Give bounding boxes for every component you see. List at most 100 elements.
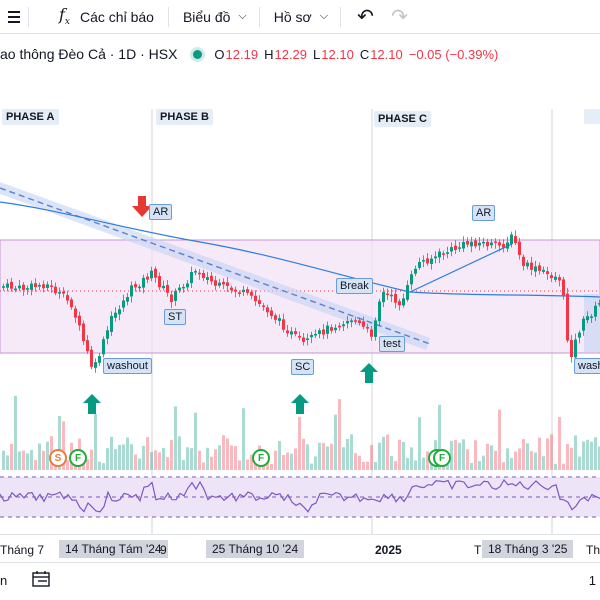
volume-bar	[342, 447, 345, 470]
break-label[interactable]: Break	[336, 278, 373, 294]
candle-body	[518, 241, 521, 255]
volume-bar	[454, 440, 457, 470]
candles-group	[2, 230, 600, 373]
candle-body	[10, 281, 13, 289]
candle-body	[330, 327, 333, 331]
time-tick: T	[474, 543, 482, 557]
phase-c-label[interactable]: PHASE C	[374, 111, 431, 127]
candle-body	[162, 286, 165, 289]
candle-body	[542, 269, 545, 272]
buy-arrow-icon	[83, 394, 101, 414]
candle-body	[110, 315, 113, 332]
symbol-legend: ao thông Đèo Cả · 1D · HSX O 12.19 H 12.…	[0, 44, 504, 64]
volume-bar	[62, 421, 65, 470]
volume-bar	[578, 456, 581, 470]
volume-bar	[126, 437, 129, 470]
chart-pane[interactable]: PHASE A PHASE B PHASE C AR AR ST Break t…	[0, 64, 600, 534]
washout-label[interactable]: washout	[103, 358, 152, 374]
candle-body	[142, 277, 145, 288]
candle-body	[522, 256, 525, 266]
washout-label[interactable]: wash	[574, 358, 600, 374]
ar-label[interactable]: AR	[472, 205, 496, 221]
volume-bar	[386, 434, 389, 470]
volume-bar	[306, 444, 309, 470]
financials-badge[interactable]: F	[69, 449, 87, 467]
volume-bar	[102, 463, 105, 470]
time-axis[interactable]: Tháng 7 14 Tháng Tám '24 9 25 Tháng 10 '…	[0, 534, 600, 562]
candle-body	[286, 330, 289, 334]
candle-body	[302, 337, 305, 342]
volume-bar	[146, 437, 149, 470]
candle-body	[466, 241, 469, 245]
phase-d-label[interactable]	[584, 109, 600, 124]
candle-body	[594, 305, 597, 317]
volume-bar	[210, 456, 213, 470]
candle-body	[482, 241, 485, 244]
candle-body	[546, 271, 549, 275]
calendar-range-icon[interactable]	[32, 570, 52, 588]
range-button[interactable]: n	[0, 573, 8, 588]
volume-bar	[270, 463, 273, 470]
volume-bar	[66, 460, 69, 470]
candle-body	[526, 262, 529, 267]
candle-body	[434, 256, 437, 259]
ar-label[interactable]: AR	[149, 204, 173, 220]
candle-body	[342, 324, 345, 327]
volume-bar	[490, 445, 493, 470]
volume-bar	[42, 450, 45, 470]
candle-body	[166, 284, 169, 293]
symbol-title[interactable]: ao thông Đèo Cả · 1D · HSX	[0, 46, 178, 62]
candle-body	[590, 316, 593, 319]
volume-bar	[542, 456, 545, 470]
undo-button[interactable]: ↶	[349, 0, 383, 34]
candle-body	[598, 303, 600, 305]
candle-body	[418, 261, 421, 268]
chart-type-button[interactable]: Biểu đồ ⌵	[169, 0, 255, 34]
volume-bar	[82, 462, 85, 470]
volume-bar	[358, 455, 361, 470]
buy-arrow-icon	[291, 394, 309, 414]
range-highlight	[584, 294, 600, 352]
candle-body	[290, 331, 293, 335]
volume-bar	[398, 439, 401, 470]
candle-body	[222, 281, 225, 285]
redo-button[interactable]: ↷	[383, 0, 417, 34]
profile-button[interactable]: Hồ sơ ⌵	[260, 0, 336, 34]
high-key: H	[264, 46, 274, 62]
market-status-icon[interactable]	[193, 49, 203, 59]
test-label[interactable]: test	[379, 336, 405, 352]
volume-bar	[26, 453, 29, 470]
split-badge[interactable]: S	[49, 449, 67, 467]
phase-a-label[interactable]: PHASE A	[2, 109, 59, 125]
candle-body	[370, 329, 373, 337]
volume-bar	[182, 460, 185, 470]
volume-bar	[238, 460, 241, 470]
volume-bar	[574, 435, 577, 470]
volume-bar	[458, 442, 461, 470]
chart-canvas[interactable]	[0, 64, 600, 534]
volume-bar	[502, 462, 505, 470]
volume-bar	[250, 454, 253, 470]
phase-b-label[interactable]: PHASE B	[156, 109, 213, 125]
candle-body	[442, 253, 445, 255]
volume-bar	[98, 461, 101, 470]
bottom-right-text[interactable]: 1	[588, 573, 596, 588]
candle-body	[250, 292, 253, 296]
volume-bar	[174, 406, 177, 470]
volume-bar	[382, 436, 385, 470]
financials-badge[interactable]: F	[433, 449, 451, 467]
sc-label[interactable]: SC	[291, 359, 315, 375]
volume-bar	[130, 444, 133, 470]
time-tick-highlight: 14 Tháng Tám '24	[59, 540, 168, 558]
candle-body	[62, 291, 65, 294]
menu-button[interactable]	[0, 0, 28, 34]
st-label[interactable]: ST	[164, 309, 187, 325]
financials-badge[interactable]: F	[252, 449, 270, 467]
indicators-button[interactable]: fx Các chỉ báo	[29, 0, 162, 34]
volume-bar	[122, 444, 125, 470]
trend-line	[0, 187, 431, 345]
volume-bar	[526, 443, 529, 470]
volume-bar	[558, 416, 561, 470]
candle-body	[50, 285, 53, 287]
candle-body	[582, 318, 585, 331]
